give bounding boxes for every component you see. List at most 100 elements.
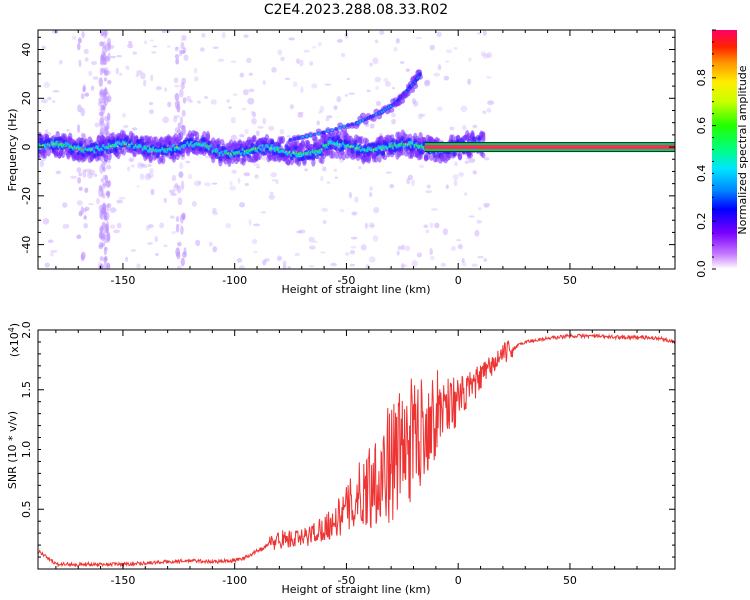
- heatmap-cell: [106, 130, 110, 135]
- heatmap-cell: [156, 86, 162, 90]
- heatmap-cell: [195, 240, 200, 247]
- heatmap-cell: [337, 39, 343, 43]
- heatmap-cell: [240, 73, 245, 78]
- heatmap-cell: [287, 266, 291, 269]
- heatmap-cell: [288, 37, 295, 40]
- heatmap-cell: [181, 83, 185, 90]
- heatmap-cell: [251, 118, 257, 125]
- heatmap-cell: [430, 222, 434, 228]
- spectrogram-y-tick-label: -20: [20, 187, 33, 205]
- heatmap-cell: [253, 251, 258, 253]
- heatmap-cell: [170, 215, 175, 218]
- heatmap-cell: [252, 239, 257, 244]
- heatmap-cell: [271, 67, 277, 73]
- heatmap-cell: [155, 236, 158, 242]
- heatmap-cell: [204, 96, 208, 99]
- heatmap-cell: [270, 191, 274, 194]
- heatmap-cell: [426, 230, 430, 233]
- heatmap-cell: [172, 175, 176, 181]
- heatmap-cell: [78, 172, 82, 176]
- heatmap-cell: [81, 31, 84, 38]
- snr-x-tick-label: -150: [110, 574, 135, 587]
- heatmap-cell: [81, 93, 85, 99]
- heatmap-cell: [377, 156, 381, 163]
- heatmap-cell: [293, 82, 298, 88]
- heatmap-cell: [178, 197, 183, 205]
- colorbar: 0.00.20.40.60.8 Normalized spectral ampl…: [695, 30, 749, 278]
- heatmap-cell: [110, 225, 116, 229]
- heatmap-cell: [239, 202, 245, 207]
- heatmap-cell: [189, 100, 193, 103]
- heatmap-cell: [107, 152, 111, 160]
- heatmap-cell: [367, 90, 371, 93]
- heatmap-cell: [487, 108, 492, 112]
- heatmap-cell: [406, 69, 410, 72]
- heatmap-cell: [349, 192, 352, 199]
- heatmap-cell: [331, 129, 334, 132]
- heatmap-cell: [77, 167, 82, 172]
- heatmap-cell: [206, 133, 210, 142]
- heatmap-cell: [175, 54, 179, 59]
- heatmap-cell: [412, 98, 416, 104]
- heatmap-cell: [179, 49, 182, 56]
- heatmap-cell: [43, 218, 50, 224]
- heatmap-cell: [334, 127, 338, 131]
- snr-x-tick-label: 50: [563, 574, 577, 587]
- heatmap-cell: [99, 232, 103, 239]
- heatmap-cell: [77, 43, 81, 50]
- heatmap-cell: [243, 34, 248, 38]
- heatmap-cell: [53, 90, 60, 92]
- spectrogram-x-tick-label: -100: [222, 274, 247, 287]
- heatmap-cell: [451, 246, 456, 251]
- heatmap-cell: [99, 41, 104, 46]
- heatmap-cell: [438, 64, 442, 70]
- heatmap-cell: [468, 58, 471, 62]
- heatmap-cell: [110, 56, 115, 58]
- heatmap-cell: [47, 97, 52, 100]
- heatmap-cell: [131, 164, 135, 167]
- heatmap-cell: [326, 118, 330, 121]
- heatmap-cell: [309, 246, 316, 250]
- heatmap-cell: [327, 137, 331, 141]
- heatmap-cell: [149, 109, 154, 114]
- heatmap-cell: [84, 187, 88, 192]
- heatmap-cell: [181, 181, 184, 191]
- heatmap-cell: [48, 239, 54, 243]
- heatmap-cell: [197, 101, 201, 104]
- heatmap-cell: [334, 105, 338, 110]
- spectrogram-y-tick-label: 20: [20, 91, 33, 105]
- heatmap-cell: [251, 111, 255, 114]
- heatmap-cell: [175, 247, 180, 257]
- heatmap-cell: [201, 33, 205, 38]
- snr-x-axis-label: Height of straight line (km): [281, 583, 430, 596]
- heatmap-cell: [321, 208, 328, 212]
- snr-y-exponent: (x104): [7, 323, 21, 357]
- heatmap-cell: [76, 235, 81, 239]
- heatmap-cell: [368, 222, 374, 228]
- heatmap-cell: [469, 158, 476, 163]
- heatmap-cell: [230, 181, 233, 186]
- heatmap-cell: [41, 99, 48, 104]
- colorbar-tick-label: 0.8: [695, 69, 708, 87]
- heatmap-cell: [59, 60, 62, 65]
- heatmap-cell: [461, 105, 468, 112]
- heatmap-cell: [42, 46, 46, 50]
- heatmap-cell: [253, 224, 260, 227]
- heatmap-cell: [347, 78, 350, 80]
- heatmap-cell: [127, 167, 130, 172]
- heatmap-cell: [487, 52, 492, 58]
- heatmap-cell: [365, 223, 368, 230]
- heatmap-cell: [129, 157, 135, 162]
- heatmap-cell: [145, 174, 151, 181]
- heatmap-cell: [179, 162, 184, 169]
- heatmap-cell: [122, 149, 126, 155]
- heatmap-cell: [40, 160, 44, 167]
- heatmap-cell: [106, 203, 111, 208]
- heatmap-cell: [133, 52, 138, 55]
- heatmap-cell: [102, 45, 107, 54]
- heatmap-cell: [427, 184, 431, 188]
- heatmap-cell: [350, 250, 355, 254]
- heatmap-cell: [213, 46, 219, 49]
- heatmap-cell: [140, 72, 145, 79]
- heatmap-cell: [441, 263, 446, 267]
